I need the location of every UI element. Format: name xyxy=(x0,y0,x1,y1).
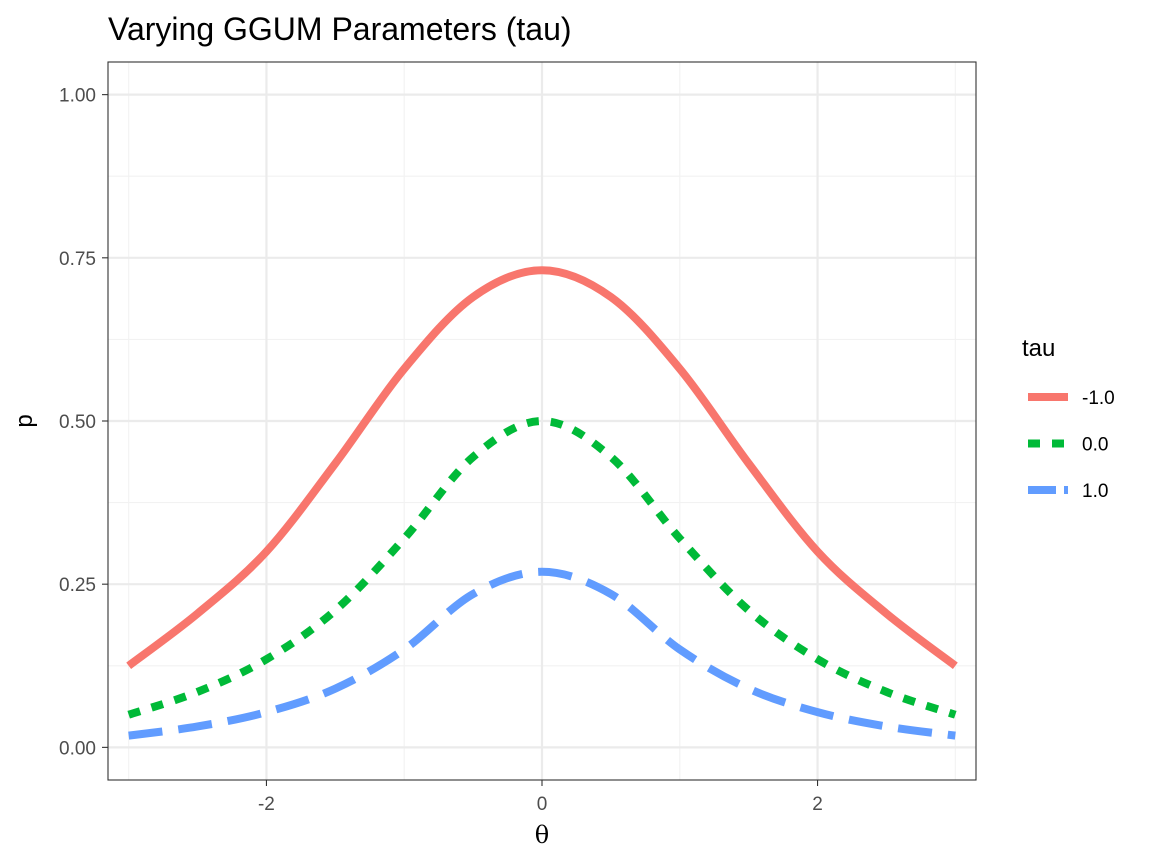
x-axis: -2 0 2 xyxy=(258,780,823,815)
y-axis-title: p xyxy=(11,414,38,427)
series-line-2 xyxy=(128,567,956,740)
y-tick-label: 0.50 xyxy=(59,412,96,433)
legend-label-2: 1.0 xyxy=(1082,481,1108,502)
y-tick-label: 0.75 xyxy=(59,249,96,270)
series-line-1 xyxy=(127,417,957,719)
x-tick-label: 2 xyxy=(812,794,823,815)
legend-label-0: -1.0 xyxy=(1082,388,1115,409)
x-tick-label: 0 xyxy=(537,794,548,815)
data-series xyxy=(126,266,958,740)
legend-title: tau xyxy=(1022,335,1055,362)
y-tick-label: 0.25 xyxy=(59,575,96,596)
grid-lines xyxy=(108,62,976,780)
chart-title: Varying GGUM Parameters (tau) xyxy=(108,11,572,47)
y-tick-label: 1.00 xyxy=(59,86,96,107)
y-tick-label: 0.00 xyxy=(59,738,96,759)
y-axis: 0.00 0.25 0.50 0.75 1.00 xyxy=(59,86,108,759)
legend: tau -1.0 0.0 1.0 xyxy=(1022,335,1115,502)
x-tick-label: -2 xyxy=(258,794,275,815)
series-line-0 xyxy=(126,266,958,669)
legend-label-1: 0.0 xyxy=(1082,435,1108,456)
x-axis-title: θ xyxy=(535,821,549,849)
